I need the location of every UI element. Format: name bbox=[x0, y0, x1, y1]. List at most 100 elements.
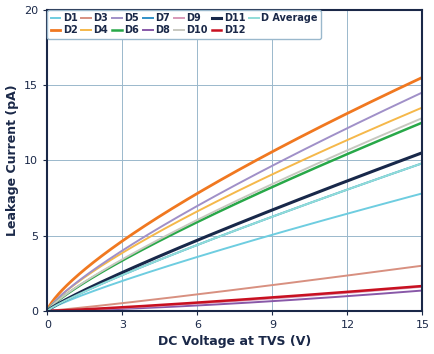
D4 bbox=[419, 105, 424, 110]
D8 bbox=[419, 289, 424, 293]
D4 bbox=[45, 309, 50, 313]
Line: D4: D4 bbox=[47, 108, 421, 311]
Line: D8: D8 bbox=[47, 291, 421, 311]
D6 bbox=[317, 164, 322, 168]
D4 bbox=[315, 151, 320, 155]
D9 bbox=[315, 293, 320, 297]
D3 bbox=[317, 277, 322, 281]
Line: D5: D5 bbox=[47, 92, 421, 311]
D6 bbox=[167, 234, 172, 238]
D7 bbox=[167, 254, 172, 258]
D7 bbox=[419, 161, 424, 165]
D11 bbox=[419, 150, 424, 155]
Y-axis label: Leakage Current (pA): Leakage Current (pA) bbox=[6, 84, 19, 236]
Line: D2: D2 bbox=[47, 78, 421, 311]
D12 bbox=[317, 292, 322, 296]
D8 bbox=[193, 303, 198, 308]
D1 bbox=[89, 289, 95, 293]
D10 bbox=[45, 309, 50, 313]
D8 bbox=[45, 309, 50, 313]
D9 bbox=[317, 293, 322, 297]
D4 bbox=[317, 150, 322, 154]
D2 bbox=[280, 144, 285, 148]
D11 bbox=[89, 284, 95, 289]
Line: D9: D9 bbox=[47, 287, 421, 311]
D4 bbox=[167, 224, 172, 228]
D9 bbox=[167, 303, 172, 307]
D2 bbox=[419, 75, 424, 80]
D6 bbox=[419, 120, 424, 125]
Line: D10: D10 bbox=[47, 118, 421, 311]
D10 bbox=[315, 161, 320, 165]
D5 bbox=[45, 309, 50, 313]
D12 bbox=[89, 307, 95, 311]
D3 bbox=[45, 309, 50, 313]
D10 bbox=[280, 177, 285, 181]
D2 bbox=[167, 208, 172, 212]
D6 bbox=[89, 275, 95, 280]
Line: D6: D6 bbox=[47, 122, 421, 311]
D3 bbox=[193, 292, 198, 297]
D12 bbox=[315, 292, 320, 296]
D11 bbox=[167, 250, 172, 254]
Line: D11: D11 bbox=[47, 153, 421, 311]
D4 bbox=[193, 210, 198, 214]
Line: D1: D1 bbox=[47, 193, 421, 311]
Line: D Average: D Average bbox=[47, 163, 421, 311]
D1 bbox=[419, 191, 424, 195]
D3 bbox=[89, 304, 95, 309]
D7 bbox=[317, 197, 322, 201]
D Average bbox=[167, 254, 172, 258]
D8 bbox=[317, 296, 322, 300]
Legend: D1, D2, D3, D4, D5, D6, D7, D8, D9, D10, D11, D12, D Average: D1, D2, D3, D4, D5, D6, D7, D8, D9, D10,… bbox=[47, 10, 320, 39]
D8 bbox=[280, 298, 285, 303]
D3 bbox=[167, 296, 172, 300]
D8 bbox=[89, 308, 95, 312]
D5 bbox=[317, 139, 322, 144]
D1 bbox=[45, 309, 50, 313]
D1 bbox=[280, 229, 285, 234]
D4 bbox=[89, 270, 95, 274]
D3 bbox=[419, 263, 424, 268]
D5 bbox=[419, 90, 424, 95]
D2 bbox=[89, 261, 95, 265]
D1 bbox=[315, 220, 320, 224]
D11 bbox=[45, 309, 50, 313]
D5 bbox=[167, 220, 172, 224]
D5 bbox=[280, 158, 285, 162]
D Average bbox=[89, 286, 95, 290]
Line: D7: D7 bbox=[47, 163, 421, 311]
D5 bbox=[89, 269, 95, 273]
D10 bbox=[419, 116, 424, 120]
D8 bbox=[315, 296, 320, 300]
D Average bbox=[419, 161, 424, 165]
X-axis label: DC Voltage at TVS (V): DC Voltage at TVS (V) bbox=[158, 336, 311, 348]
D10 bbox=[89, 275, 95, 279]
D Average bbox=[315, 198, 320, 202]
D Average bbox=[193, 244, 198, 248]
D12 bbox=[280, 295, 285, 299]
D9 bbox=[193, 302, 198, 306]
D5 bbox=[315, 141, 320, 145]
D8 bbox=[167, 305, 172, 309]
D9 bbox=[419, 285, 424, 289]
D7 bbox=[193, 244, 198, 248]
D9 bbox=[89, 307, 95, 312]
Line: D12: D12 bbox=[47, 286, 421, 311]
D Average bbox=[45, 309, 50, 313]
Line: D3: D3 bbox=[47, 266, 421, 311]
D6 bbox=[45, 309, 50, 313]
D2 bbox=[315, 126, 320, 130]
D10 bbox=[167, 232, 172, 236]
D7 bbox=[315, 198, 320, 202]
D12 bbox=[167, 302, 172, 307]
D10 bbox=[193, 218, 198, 223]
D Average bbox=[280, 211, 285, 215]
D2 bbox=[193, 192, 198, 196]
D11 bbox=[280, 204, 285, 208]
D3 bbox=[315, 277, 320, 281]
D5 bbox=[193, 205, 198, 209]
D6 bbox=[280, 180, 285, 184]
D1 bbox=[193, 255, 198, 259]
D3 bbox=[280, 281, 285, 286]
